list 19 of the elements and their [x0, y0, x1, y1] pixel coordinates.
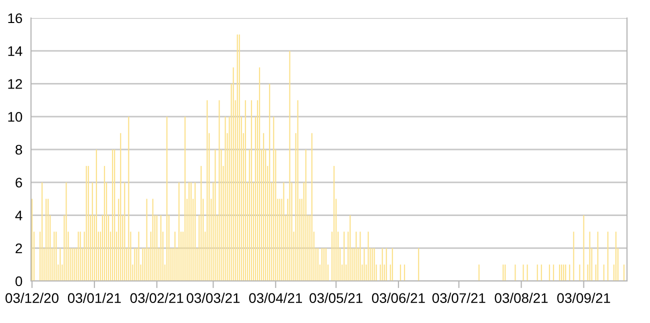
x-tick-label: 03/06/21: [372, 292, 425, 304]
y-tick-label: 6: [16, 178, 22, 188]
y-tick-label: 14: [8, 46, 22, 56]
y-tick-label: 16: [8, 13, 22, 24]
x-tick-label: 03/09/21: [557, 292, 610, 304]
x-tick-label: 03/01/21: [68, 292, 121, 304]
x-tick-label: 03/08/21: [494, 292, 548, 304]
x-tick-label: 03/04/21: [249, 292, 302, 304]
x-tick-label: 03/05/21: [310, 292, 362, 304]
x-tick-label: 03/07/21: [432, 292, 486, 304]
y-tick-label: 2: [16, 243, 22, 254]
x-tick-label: 03/02/21: [130, 292, 184, 304]
y-tick-label: 8: [16, 144, 22, 155]
y-tick-label: 10: [8, 112, 22, 122]
x-tick-label: 03/12/20: [6, 292, 58, 304]
y-tick-label: 4: [15, 210, 22, 220]
y-tick-label: 12: [8, 79, 22, 89]
y-tick-label: 0: [15, 276, 22, 286]
x-tick-label: 03/03/21: [186, 292, 240, 304]
